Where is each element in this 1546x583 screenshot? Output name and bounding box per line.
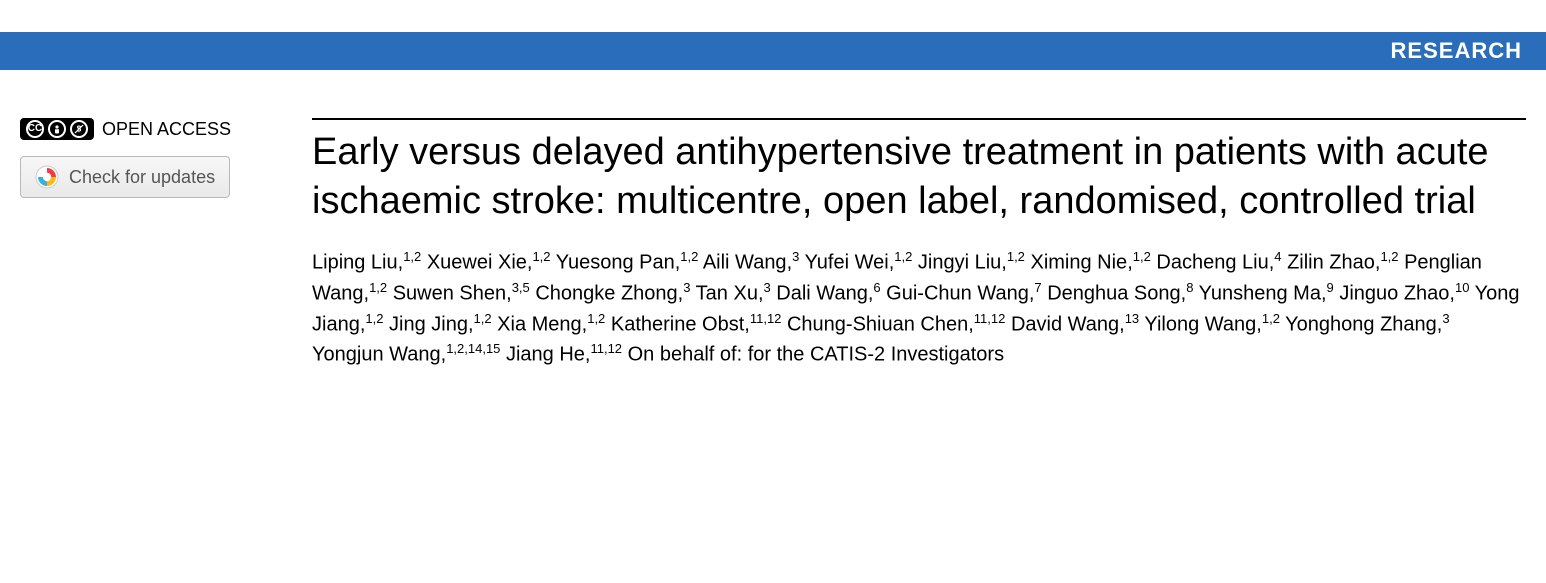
author-affiliation: 1,2,14,15 (446, 341, 500, 356)
check-for-updates-label: Check for updates (69, 167, 215, 188)
author-affiliation: 1,2 (365, 311, 383, 326)
nc-icon: $ (70, 120, 88, 138)
author-affiliation: 1,2 (369, 280, 387, 295)
author-name: Tan Xu (696, 283, 758, 305)
author-name: Dacheng Liu (1156, 252, 1268, 274)
article-title: Early versus delayed antihypertensive tr… (312, 128, 1526, 225)
author-name: Chung-Shiuan Chen (787, 313, 968, 335)
author-name: Chongke Zhong (535, 283, 677, 305)
banner-label: RESEARCH (1391, 38, 1522, 63)
author-group-statement: On behalf of: for the CATIS-2 Investigat… (628, 344, 1004, 366)
author-name: Denghua Song (1047, 283, 1180, 305)
author-affiliation: 3 (1442, 311, 1449, 326)
section-banner: RESEARCH (0, 32, 1546, 70)
author-affiliation: 8 (1186, 280, 1193, 295)
author-name: Yuesong Pan (556, 252, 675, 274)
cc-icon: CC (26, 120, 44, 138)
article-main: Early versus delayed antihypertensive tr… (312, 118, 1526, 370)
author-name: Liping Liu (312, 252, 398, 274)
by-icon (48, 120, 66, 138)
author-affiliation: 11,12 (974, 311, 1006, 326)
author-affiliation: 11,12 (590, 341, 622, 356)
author-name: Jingyi Liu (918, 252, 1001, 274)
author-name: Jinguo Zhao (1339, 283, 1449, 305)
author-name: Yongjun Wang (312, 344, 441, 366)
author-affiliation: 1,2 (1133, 249, 1151, 264)
author-affiliation: 3,5 (512, 280, 530, 295)
author-affiliation: 1,2 (532, 249, 550, 264)
author-name: Xuewei Xie (427, 252, 527, 274)
author-affiliation: 1,2 (403, 249, 421, 264)
author-affiliation: 9 (1327, 280, 1334, 295)
author-affiliation: 1,2 (1262, 311, 1280, 326)
author-name: Jing Jing (389, 313, 468, 335)
author-affiliation: 10 (1455, 280, 1469, 295)
check-for-updates-button[interactable]: Check for updates (20, 156, 230, 198)
author-name: Aili Wang (703, 252, 787, 274)
author-affiliation: 1,2 (1380, 249, 1398, 264)
author-name: Gui-Chun Wang (886, 283, 1029, 305)
author-affiliation: 1,2 (680, 249, 698, 264)
author-name: Yufei Wei (805, 252, 889, 274)
open-access-label: OPEN ACCESS (102, 119, 231, 140)
author-affiliation: 4 (1274, 249, 1281, 264)
author-affiliation: 3 (764, 280, 771, 295)
author-name: David Wang (1011, 313, 1119, 335)
author-name: Yonghong Zhang (1285, 313, 1437, 335)
author-name: Zilin Zhao (1287, 252, 1375, 274)
author-list: Liping Liu,1,2 Xuewei Xie,1,2 Yuesong Pa… (312, 247, 1526, 370)
author-affiliation: 13 (1125, 311, 1139, 326)
author-name: Ximing Nie (1030, 252, 1127, 274)
author-name: Dali Wang (776, 283, 868, 305)
author-affiliation: 3 (683, 280, 690, 295)
article-header: CC $ OPEN ACCESS Check for updates (0, 70, 1546, 370)
cc-license-icon: CC $ (20, 118, 94, 140)
crossmark-icon (35, 165, 59, 189)
author-name: Yilong Wang (1144, 313, 1256, 335)
author-affiliation: 1,2 (474, 311, 492, 326)
sidebar: CC $ OPEN ACCESS Check for updates (20, 118, 288, 370)
author-name: Jiang He (506, 344, 585, 366)
open-access-badge: CC $ OPEN ACCESS (20, 118, 288, 140)
author-affiliation: 1,2 (587, 311, 605, 326)
author-affiliation: 7 (1034, 280, 1041, 295)
author-name: Yunsheng Ma (1199, 283, 1321, 305)
author-affiliation: 6 (873, 280, 880, 295)
author-affiliation: 11,12 (750, 311, 782, 326)
author-name: Suwen Shen (393, 283, 506, 305)
author-affiliation: 1,2 (1007, 249, 1025, 264)
author-name: Katherine Obst (611, 313, 744, 335)
author-affiliation: 1,2 (894, 249, 912, 264)
author-affiliation: 3 (792, 249, 799, 264)
author-name: Xia Meng (497, 313, 582, 335)
